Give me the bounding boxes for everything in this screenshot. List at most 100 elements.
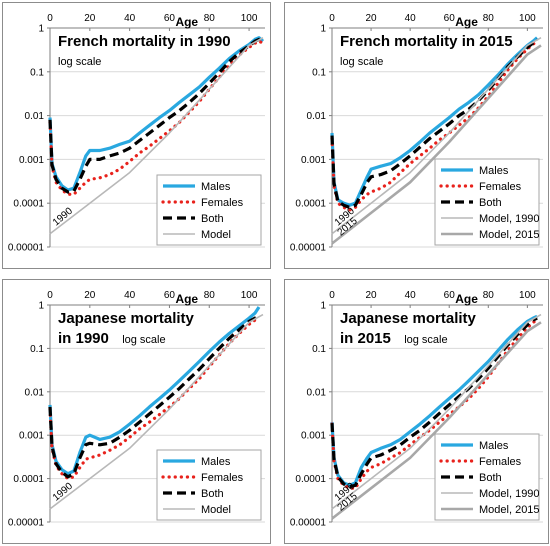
- chart-title: Japanese mortality in 2015: [340, 310, 477, 347]
- x-tick-label: 80: [483, 290, 495, 301]
- legend-label: Females: [201, 197, 244, 209]
- chart-panel: 1 0.1 0.01 0.001 0.0001 0.00001 0 20 40 60 80 100 Ag…: [2, 279, 271, 544]
- y-tick-label: 1: [320, 24, 326, 35]
- legend-label: Females: [201, 472, 244, 484]
- x-tick-label: 0: [329, 13, 335, 24]
- legend-label: Both: [201, 213, 224, 225]
- y-tick-label: 0.01: [307, 387, 327, 398]
- series-line-females: [330, 39, 539, 212]
- chart-subtitle: log scale: [122, 334, 165, 346]
- legend-label: Both: [479, 472, 502, 484]
- legend-label: Both: [479, 197, 502, 209]
- y-tick-label: 0.00001: [8, 518, 45, 529]
- legend-label: Model, 2015: [479, 229, 540, 241]
- x-tick-label: 0: [47, 290, 53, 301]
- y-tick-label: 0.00001: [290, 243, 327, 254]
- y-tick-label: 0.001: [19, 155, 44, 166]
- legend-label: Males: [479, 165, 509, 177]
- x-tick-label: 100: [241, 13, 258, 24]
- legend-label: Model: [201, 504, 231, 516]
- y-tick-label: 0.001: [301, 155, 326, 166]
- x-tick-label: 60: [164, 13, 176, 24]
- x-tick-label: 60: [164, 290, 176, 301]
- chart-subtitle: log scale: [340, 56, 383, 68]
- x-tick-label: 20: [366, 13, 378, 24]
- series-line-model-1990: [331, 313, 542, 510]
- chart-title-line: in 1990: [58, 330, 109, 347]
- x-tick-label: 0: [47, 13, 53, 24]
- x-tick-label: 40: [124, 13, 136, 24]
- y-tick-label: 0.0001: [13, 199, 44, 210]
- y-tick-label: 0.001: [301, 431, 326, 442]
- y-tick-label: 0.1: [312, 344, 326, 355]
- series-line-males: [330, 36, 539, 207]
- x-axis-label: Age: [455, 292, 478, 306]
- chart-title: French mortality in 2015: [340, 33, 513, 50]
- series-line-males: [48, 36, 265, 192]
- y-tick-label: 0.01: [25, 111, 45, 122]
- series-line-both: [48, 314, 260, 479]
- legend-label: Males: [479, 440, 509, 452]
- legend-label: Males: [201, 456, 231, 468]
- chart-title-line: Japanese mortality: [340, 310, 477, 327]
- x-axis-label: Age: [455, 15, 478, 29]
- y-tick-label: 1: [38, 301, 44, 312]
- legend-label: Model, 1990: [479, 213, 540, 225]
- x-tick-label: 80: [483, 13, 495, 24]
- legend-label: Females: [479, 181, 522, 193]
- legend-box: [434, 433, 540, 521]
- series-line-model-1990: [331, 37, 542, 235]
- x-tick-label: 100: [519, 13, 536, 24]
- y-tick-label: 0.1: [30, 344, 44, 355]
- y-tick-label: 1: [320, 301, 326, 312]
- x-tick-label: 60: [444, 290, 456, 301]
- x-tick-label: 100: [519, 290, 536, 301]
- chart-panel: 1 0.1 0.01 0.001 0.0001 0.00001 0 20 40 60 80 100 Ag…: [284, 279, 549, 544]
- y-tick-label: 0.0001: [295, 474, 326, 485]
- x-tick-label: 40: [405, 290, 417, 301]
- x-tick-label: 0: [329, 290, 335, 301]
- y-tick-label: 1: [38, 24, 44, 35]
- x-tick-label: 60: [444, 13, 456, 24]
- chart-subtitle: log scale: [404, 334, 447, 346]
- y-tick-label: 0.0001: [13, 474, 44, 485]
- series-line-females: [48, 318, 261, 481]
- series-line-model-2015: [331, 44, 542, 245]
- x-tick-label: 100: [241, 290, 258, 301]
- x-tick-label: 80: [204, 13, 216, 24]
- series-line-model: [49, 313, 264, 510]
- x-tick-label: 40: [405, 13, 417, 24]
- x-tick-label: 20: [84, 13, 96, 24]
- series-line-females: [48, 39, 265, 196]
- y-tick-label: 0.0001: [295, 199, 326, 210]
- legend-label: Males: [201, 181, 231, 193]
- series-line-both: [330, 38, 539, 209]
- chart-panel: 1 0.1 0.01 0.001 0.0001 0.00001 0 20 40 60 80 100 Ag…: [284, 2, 549, 269]
- series-line-model-2015: [331, 321, 542, 520]
- chart-title: Japanese mortality in 1990: [58, 310, 195, 347]
- chart-title: French mortality in 1990: [58, 33, 231, 50]
- x-axis-label: Age: [175, 292, 198, 306]
- y-tick-label: 0.1: [30, 67, 44, 78]
- x-tick-label: 80: [204, 290, 216, 301]
- y-tick-label: 0.01: [307, 111, 327, 122]
- legend-label: Model, 1990: [479, 488, 540, 500]
- series-line-model: [49, 37, 264, 235]
- series-line-males: [330, 314, 538, 487]
- chart-panel: 1 0.1 0.01 0.001 0.0001 0.00001 0 20 40 60 80 100 Ag…: [2, 2, 271, 269]
- chart-title-line: in 2015: [340, 330, 391, 347]
- x-tick-label: 20: [84, 290, 96, 301]
- y-tick-label: 0.1: [312, 67, 326, 78]
- y-tick-label: 0.001: [19, 431, 44, 442]
- x-tick-label: 40: [124, 290, 136, 301]
- y-tick-label: 0.01: [25, 387, 45, 398]
- x-axis-label: Age: [175, 15, 198, 29]
- legend-label: Model: [201, 229, 231, 241]
- y-tick-label: 0.00001: [8, 243, 45, 254]
- y-tick-label: 0.00001: [290, 518, 327, 529]
- series-line-males: [48, 306, 261, 476]
- chart-title-line: Japanese mortality: [58, 310, 195, 327]
- chart-subtitle: log scale: [58, 56, 101, 68]
- legend-label: Model, 2015: [479, 504, 540, 516]
